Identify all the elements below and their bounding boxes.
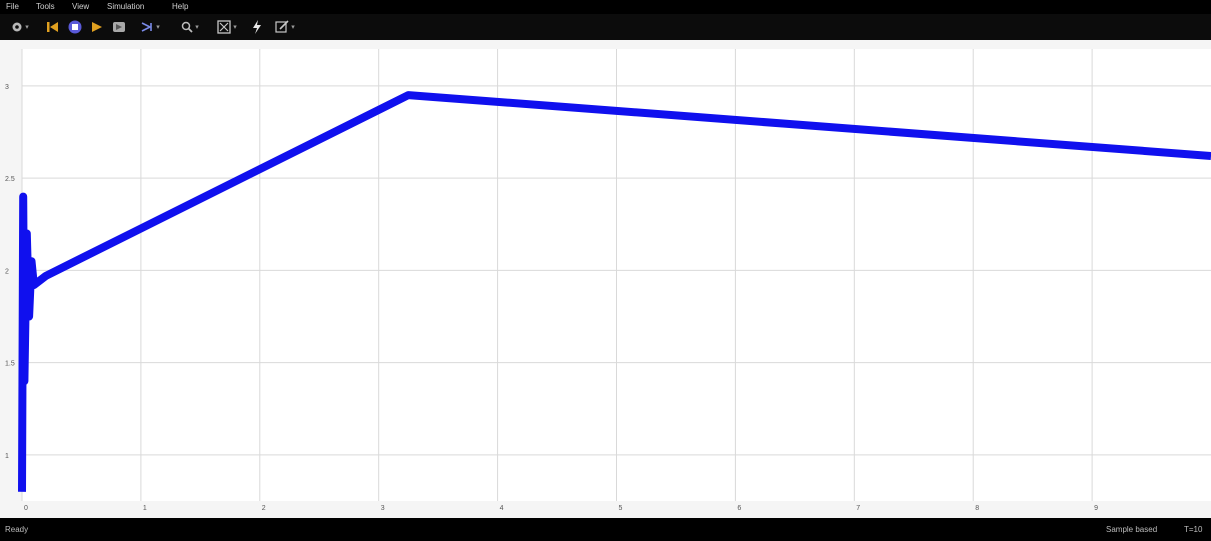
x-tick-label: 5 [619, 505, 623, 512]
x-tick-label: 4 [500, 505, 504, 512]
x-tick-label: 6 [737, 505, 741, 512]
zoom-button[interactable]: ▾ [176, 18, 204, 36]
chevron-down-icon: ▾ [291, 24, 295, 31]
stop-button[interactable] [66, 18, 84, 36]
zoom-icon [181, 21, 193, 33]
step-forward-icon [113, 22, 125, 32]
y-tick-label: 2 [5, 268, 9, 275]
chevron-down-icon: ▾ [156, 24, 160, 31]
chevron-down-icon: ▾ [25, 24, 29, 31]
x-tick-label: 2 [262, 505, 266, 512]
step-back-icon [47, 22, 58, 32]
trigger-icon [253, 20, 261, 34]
x-tick-label: 3 [381, 505, 385, 512]
fit-axes-icon [217, 20, 231, 34]
y-tick-label: 1 [5, 453, 9, 460]
status-time: T=10 [1184, 525, 1203, 534]
settings-icon [12, 22, 22, 32]
chevron-down-icon: ▾ [233, 24, 237, 31]
step-back-button[interactable] [44, 18, 62, 36]
x-tick-labels: 0 1 2 3 4 5 6 7 8 9 [24, 505, 1098, 512]
fit-axes-button[interactable]: ▾ [212, 18, 242, 36]
run-icon [92, 22, 102, 32]
menu-help[interactable]: Help [172, 2, 189, 11]
menu-view[interactable]: View [72, 2, 90, 11]
y-tick-label: 1.5 [5, 361, 15, 368]
scope-plot-area: 1 1.5 2 2.5 3 0 1 2 3 4 5 6 7 8 9 [0, 40, 1211, 518]
x-tick-label: 1 [143, 505, 147, 512]
menu-file[interactable]: File [6, 2, 19, 11]
y-tick-label: 3 [5, 84, 9, 91]
edit-button[interactable]: ▾ [270, 18, 300, 36]
x-tick-label: 8 [975, 505, 979, 512]
chevron-down-icon: ▾ [195, 24, 199, 31]
menu-simulation[interactable]: Simulation [107, 2, 145, 11]
series-line [18, 91, 1211, 492]
x-tick-label: 7 [856, 505, 860, 512]
menu-bar: File Tools View Simulation Help [0, 0, 1211, 14]
series-group [18, 91, 1211, 492]
line-chart[interactable]: 1 1.5 2 2.5 3 0 1 2 3 4 5 6 7 8 9 [0, 40, 1211, 518]
x-tick-label: 9 [1094, 505, 1098, 512]
step-forward-button[interactable] [110, 18, 128, 36]
edit-icon [275, 20, 289, 33]
run-button[interactable] [88, 18, 106, 36]
stop-icon [68, 20, 82, 34]
y-tick-labels: 1 1.5 2 2.5 3 [5, 84, 15, 460]
trigger-button[interactable] [248, 18, 266, 36]
toolbar: ▾ ▾ ▾ ▾ [0, 14, 1211, 41]
grid [21, 49, 1211, 501]
settings-button[interactable]: ▾ [6, 18, 34, 36]
status-bar: Ready Sample based T=10 [0, 518, 1211, 541]
x-tick-label: 0 [24, 505, 28, 512]
status-ready: Ready [5, 525, 29, 534]
y-tick-label: 2.5 [5, 176, 15, 183]
highlight-button[interactable]: ▾ [136, 18, 164, 36]
menu-tools[interactable]: Tools [36, 2, 55, 11]
highlight-icon [141, 22, 153, 32]
status-sample-mode: Sample based [1106, 525, 1158, 534]
